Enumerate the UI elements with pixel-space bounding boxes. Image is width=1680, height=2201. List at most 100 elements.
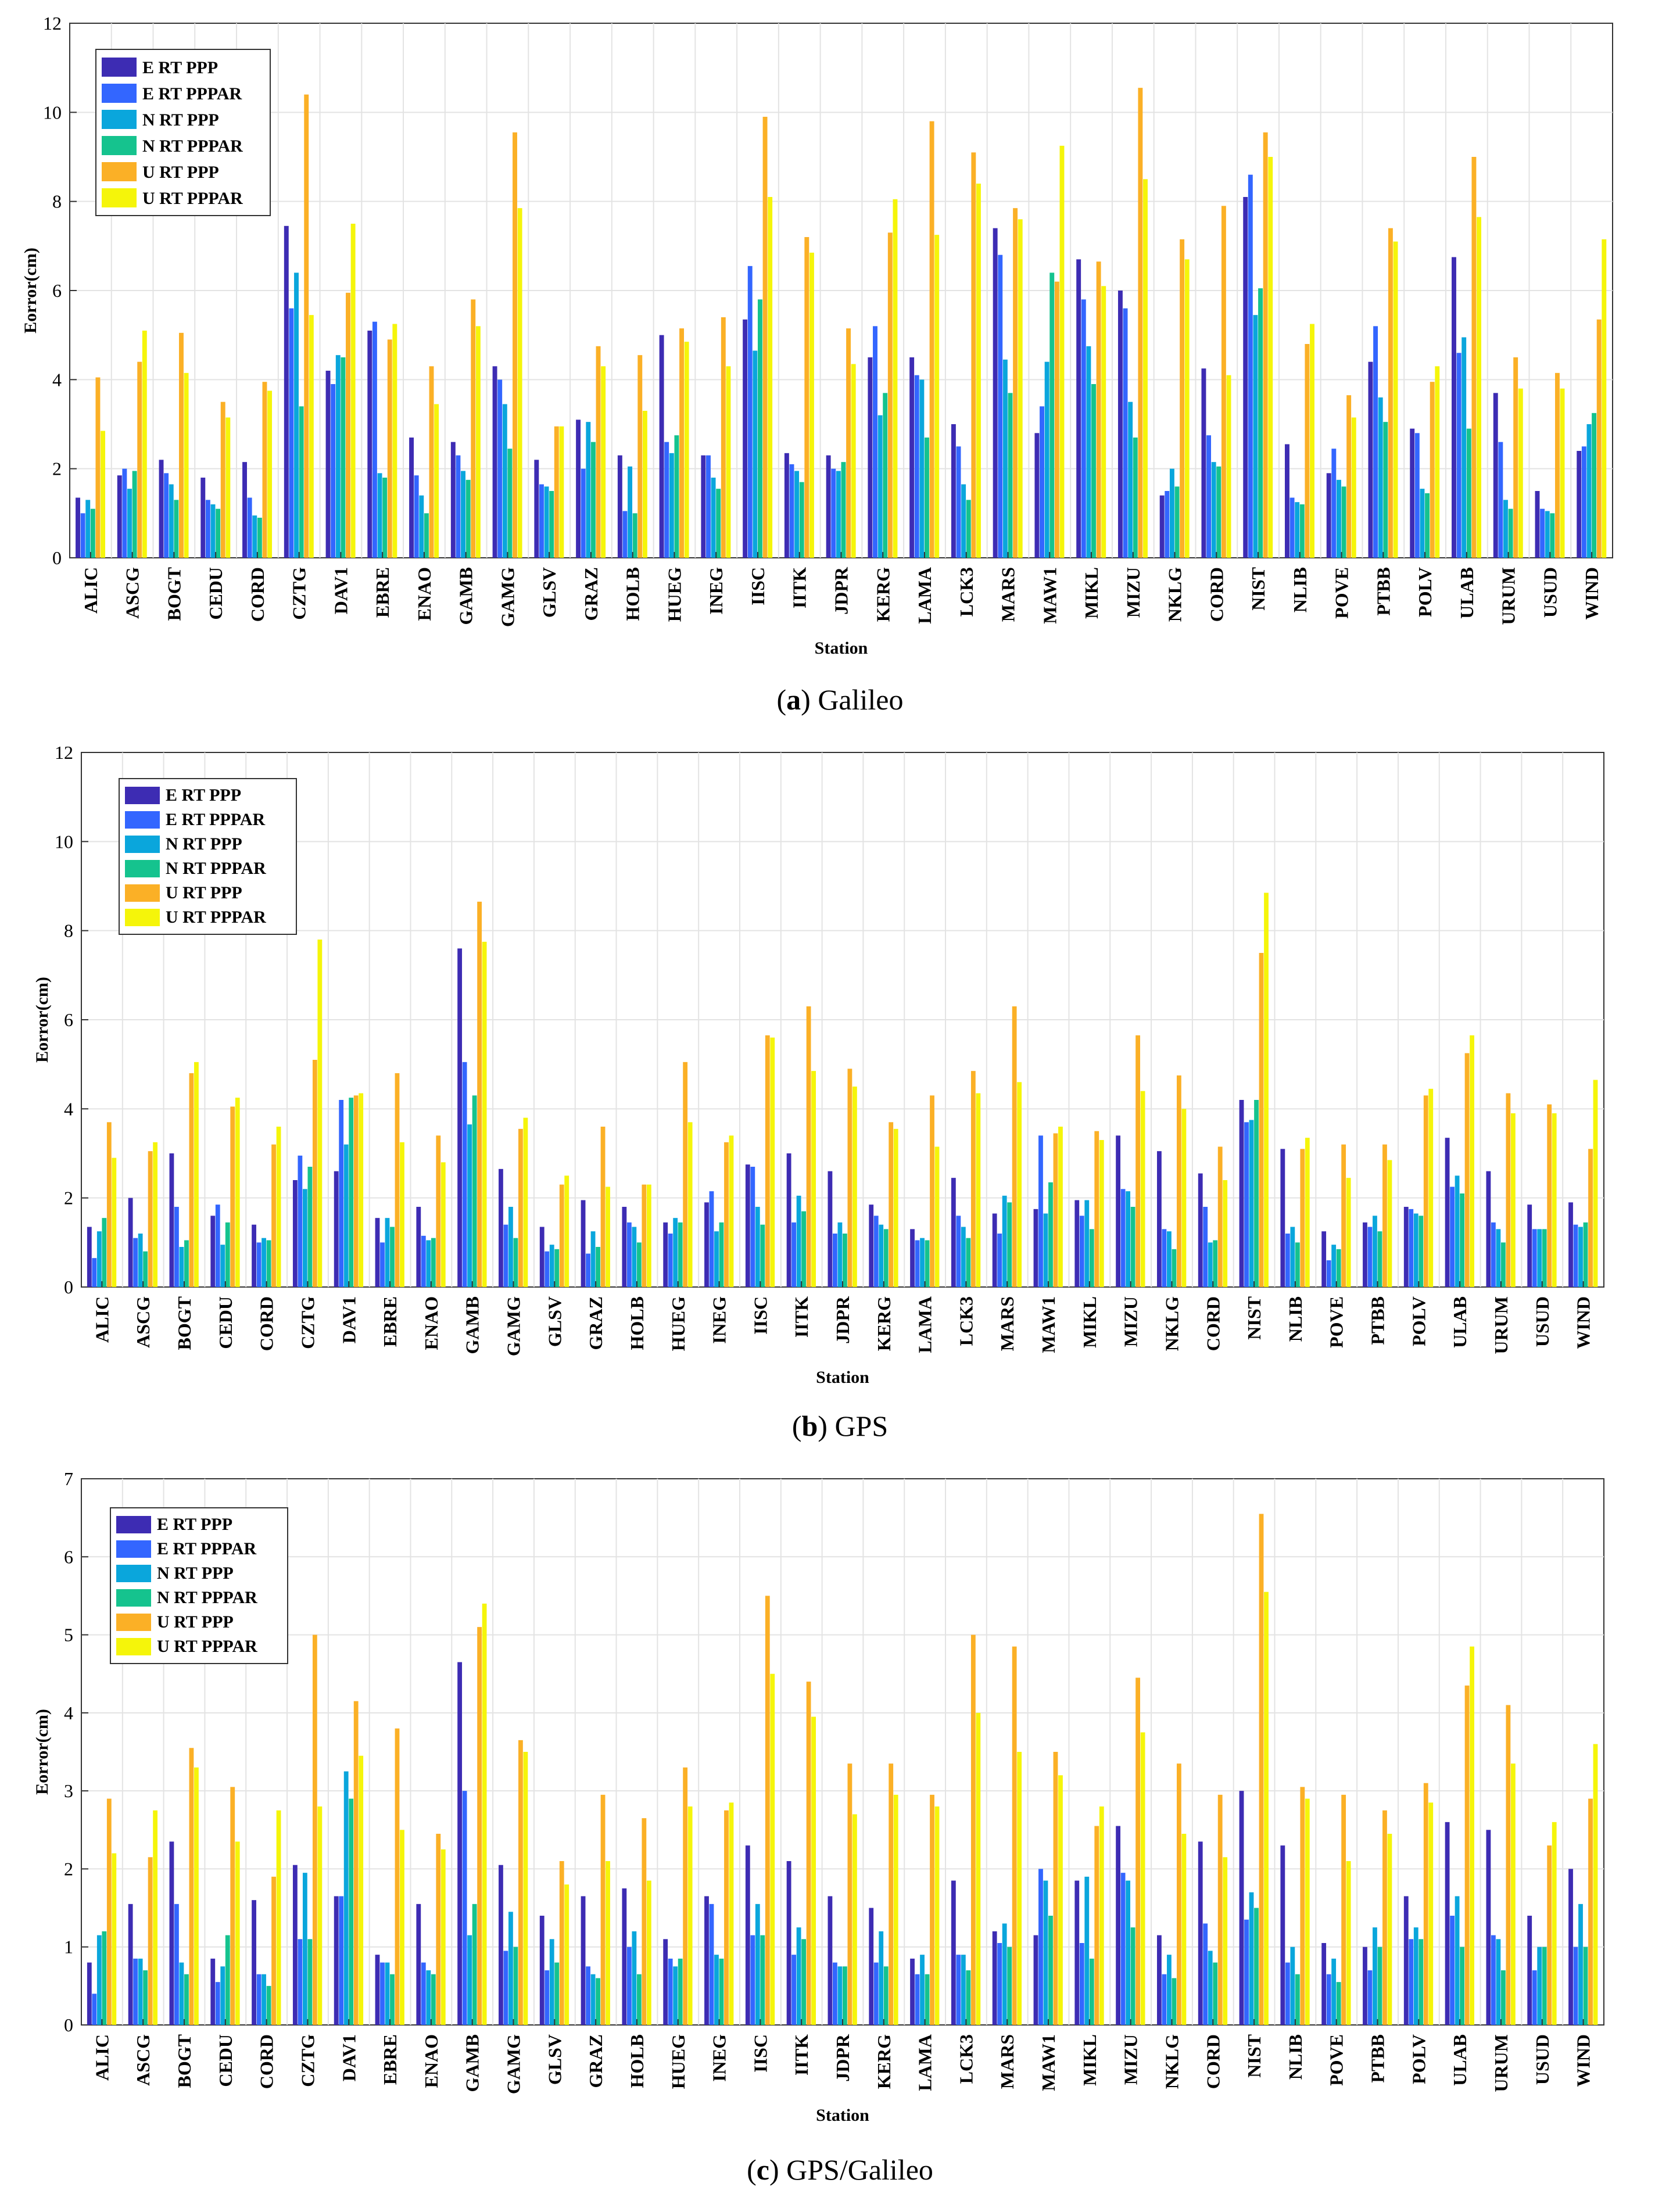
- bar-u-rt-pppar: [153, 1142, 158, 1287]
- bar-u-rt-ppp: [353, 1095, 359, 1287]
- bar-u-rt-pppar: [1428, 1802, 1434, 2025]
- bar-u-rt-pppar: [359, 1093, 364, 1287]
- x-tick-label: BOGT: [174, 1296, 195, 1350]
- bar-e-rt-pppar: [1409, 1939, 1414, 2025]
- bar-e-rt-pppar: [750, 1167, 755, 1287]
- bar-u-rt-ppp: [1300, 1149, 1305, 1287]
- bar-e-rt-ppp: [993, 228, 998, 558]
- bar-e-rt-pppar: [421, 1962, 426, 2025]
- bar-u-rt-ppp: [477, 1627, 482, 2025]
- bar-n-rt-pppar: [1130, 1207, 1135, 1287]
- x-tick-label: URUM: [1498, 567, 1519, 625]
- bar-u-rt-ppp: [1596, 319, 1602, 558]
- x-tick-label: MAW1: [1038, 2034, 1059, 2091]
- bar-u-rt-pppar: [392, 324, 397, 558]
- bar-u-rt-pppar: [1181, 1834, 1187, 2025]
- bar-e-rt-pppar: [1367, 1970, 1373, 2025]
- bar-n-rt-pppar: [132, 471, 137, 558]
- legend-swatch: [125, 860, 160, 877]
- bar-u-rt-pppar: [1017, 1082, 1022, 1287]
- bar-n-rt-pppar: [1418, 1216, 1424, 1287]
- bar-n-rt-ppp: [755, 1207, 760, 1287]
- bar-e-rt-ppp: [334, 1896, 339, 2025]
- bar-n-rt-ppp: [1166, 1955, 1172, 2025]
- bar-n-rt-pppar: [1089, 1958, 1094, 2025]
- x-tick-label: POLV: [1408, 2034, 1429, 2084]
- bar-n-rt-pppar: [1213, 1962, 1218, 2025]
- x-tick-label: HUEG: [668, 1296, 689, 1351]
- bar-e-rt-ppp: [1493, 393, 1498, 558]
- x-axis-title: Station: [815, 639, 868, 658]
- bar-e-rt-pppar: [421, 1235, 426, 1287]
- bar-u-rt-pppar: [1058, 1775, 1063, 2025]
- bar-u-rt-pppar: [1184, 259, 1190, 558]
- bar-e-rt-ppp: [868, 357, 873, 558]
- x-tick-label: NKLG: [1161, 2034, 1182, 2089]
- x-tick-label: CEDU: [215, 1296, 236, 1349]
- bar-u-rt-pppar: [1223, 1180, 1228, 1287]
- bar-e-rt-pppar: [1162, 1229, 1167, 1287]
- x-tick-label: KERG: [873, 2034, 894, 2089]
- bar-e-rt-pppar: [1573, 1224, 1578, 1287]
- bar-u-rt-ppp: [262, 382, 267, 558]
- bar-n-rt-pppar: [266, 1985, 271, 2025]
- x-tick-label: GLSV: [544, 2034, 565, 2085]
- bar-n-rt-pppar: [1377, 1231, 1382, 1287]
- bar-e-rt-ppp: [1156, 1935, 1162, 2025]
- bar-n-rt-ppp: [1496, 1939, 1501, 2025]
- bar-u-rt-ppp: [1506, 1705, 1511, 2025]
- y-tick-label: 0: [52, 547, 62, 568]
- bar-e-rt-ppp: [1201, 368, 1206, 558]
- bar-e-rt-pppar: [791, 1222, 797, 1287]
- bar-e-rt-pppar: [462, 1791, 467, 2025]
- bar-e-rt-ppp: [1198, 1841, 1203, 2025]
- x-tick-label: NLIB: [1285, 1296, 1306, 1342]
- bar-u-rt-pppar: [729, 1135, 734, 1287]
- bar-e-rt-ppp: [1486, 1830, 1491, 2025]
- bar-e-rt-ppp: [1116, 1826, 1121, 2025]
- bar-e-rt-ppp: [659, 335, 664, 558]
- bar-u-rt-ppp: [600, 1127, 606, 1287]
- x-tick-label: GAMB: [456, 567, 477, 625]
- bar-n-rt-ppp: [632, 1931, 637, 2025]
- bar-u-rt-ppp: [1588, 1798, 1593, 2025]
- bar-u-rt-pppar: [475, 326, 481, 558]
- bar-e-rt-pppar: [372, 321, 377, 558]
- bar-u-rt-ppp: [889, 1122, 894, 1287]
- bar-e-rt-ppp: [1159, 495, 1165, 558]
- x-tick-label: DAV1: [338, 1296, 359, 1343]
- bar-n-rt-ppp: [961, 1227, 966, 1287]
- x-tick-label: ASCG: [122, 567, 143, 619]
- bar-e-rt-pppar: [1581, 446, 1586, 558]
- bar-e-rt-ppp: [910, 1958, 915, 2025]
- bar-n-rt-pppar: [1133, 438, 1138, 558]
- bar-u-rt-ppp: [1430, 382, 1435, 558]
- bar-n-rt-pppar: [1174, 486, 1180, 558]
- chart-gps-galileo: 0 1 2 3 4 5 6 7 ALIC ASCG BOGT CEDU CORD CZTG DAV1 EBRE…: [33, 1468, 1604, 2125]
- bar-n-rt-ppp: [294, 273, 299, 558]
- bar-e-rt-ppp: [1156, 1151, 1162, 1287]
- bar-e-rt-ppp: [1486, 1171, 1491, 1287]
- legend-swatch: [116, 1589, 151, 1607]
- bar-e-rt-pppar: [1491, 1935, 1496, 2025]
- bar-e-rt-ppp: [1445, 1822, 1450, 2025]
- bar-n-rt-ppp: [85, 500, 91, 558]
- bar-n-rt-ppp: [920, 1238, 925, 1287]
- x-tick-label: LCK3: [955, 1296, 976, 1346]
- bar-u-rt-ppp: [683, 1767, 688, 2025]
- bar-n-rt-ppp: [1455, 1896, 1460, 2025]
- bar-e-rt-pppar: [1326, 1260, 1331, 1287]
- bar-e-rt-pppar: [1331, 449, 1337, 558]
- bar-e-rt-pppar: [174, 1904, 179, 2025]
- bar-n-rt-ppp: [262, 1974, 266, 2025]
- bar-e-rt-ppp: [169, 1153, 174, 1287]
- bar-n-rt-pppar: [266, 1240, 271, 1287]
- bar-e-rt-pppar: [1120, 1189, 1126, 1287]
- x-tick-label: GAMB: [462, 1296, 483, 1354]
- bar-n-rt-ppp: [1503, 500, 1508, 558]
- bar-n-rt-ppp: [138, 1234, 143, 1287]
- bar-u-rt-ppp: [1305, 344, 1310, 558]
- bar-n-rt-pppar: [1466, 428, 1471, 558]
- bar-n-rt-ppp: [711, 478, 716, 558]
- bar-e-rt-pppar: [1162, 1974, 1167, 2025]
